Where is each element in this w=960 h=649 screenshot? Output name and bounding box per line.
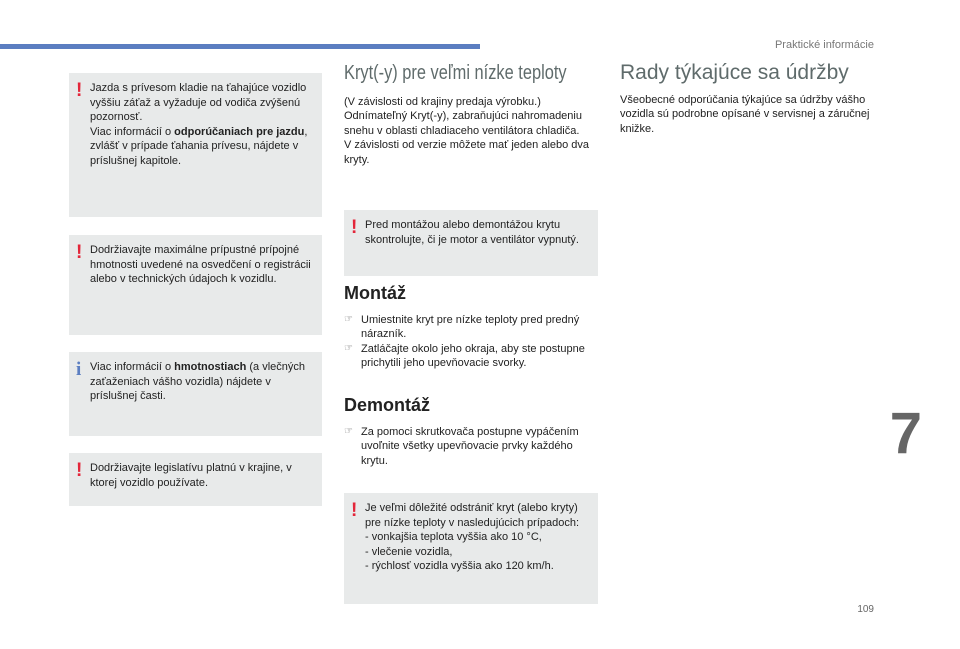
warning-note: ! Dodržiavajte legislatívu platnú v kraji…	[69, 453, 322, 506]
bold-text: odporúčaniach pre jazdu	[174, 125, 305, 138]
maintenance-title: Rady týkajúce sa údržby	[620, 61, 849, 84]
info-note: i Viac informácií o hmotnostiach (a vlečn…	[69, 352, 322, 436]
note-text: Viac informácií o hmotnostiach (a vlečný…	[90, 360, 312, 404]
warning-note: ! Jazda s prívesom kladie na ťahajúce voz…	[69, 73, 322, 217]
text: Dodržiavajte legislatívu platnú v krajin…	[90, 462, 292, 489]
warning-icon: !	[351, 500, 358, 521]
step-text: Za pomoci skrutkovača postupne vypáčením…	[361, 425, 579, 467]
mount-heading: Montáž	[344, 283, 406, 303]
warning-icon: !	[76, 460, 83, 481]
step-item: ☞ Zatláčajte okolo jeho okraja, aby ste p…	[344, 342, 600, 371]
dismount-heading: Demontáž	[344, 395, 431, 415]
note-text: Jazda s prívesom kladie na ťahajúce vozi…	[90, 81, 312, 168]
warning-icon: !	[76, 242, 83, 263]
warning-text: Je veľmi dôležité odstrániť kryt (alebo …	[365, 502, 580, 572]
pointing-hand-icon: ☞	[344, 425, 353, 437]
step-text: Zatláčajte okolo jeho okraja, aby ste po…	[361, 342, 585, 370]
warning-note: ! Pred montážou alebo demontážou krytu s…	[344, 210, 598, 276]
warning-icon: !	[351, 217, 358, 238]
info-icon: i	[76, 359, 82, 380]
page-number: 109	[857, 604, 874, 615]
pointing-hand-icon: ☞	[344, 313, 353, 325]
step-item: ☞ Za pomoci skrutkovača postupne vypáčení…	[344, 425, 600, 469]
text: (a vlečných zaťaženiach vášho vozidla) n…	[90, 361, 305, 402]
text: Viac informácií o	[90, 125, 172, 138]
section-title: Kryt(-y) pre veľmi nízke teploty	[344, 62, 567, 84]
intro-text: (V závislosti od krajiny predaja výrobku…	[344, 95, 590, 166]
maintenance-text: Všeobecné odporúčania týkajúce sa údržby…	[620, 93, 870, 135]
bold-text: hmotnostiach	[174, 361, 247, 373]
text: Dodržiavajte maximálne prípustné prípojn…	[90, 244, 311, 285]
pointing-hand-icon: ☞	[344, 342, 353, 354]
warning-text: Pred montážou alebo demontážou krytu sko…	[365, 219, 579, 246]
step-item: ☞ Umiestnite kryt pre nízke teploty pred …	[344, 313, 600, 342]
header-bar	[0, 44, 480, 49]
chapter-tab: 7	[889, 401, 922, 466]
note-text: Dodržiavajte legislatívu platnú v krajin…	[90, 461, 312, 490]
text: Viac informácií o	[90, 361, 175, 373]
warning-note: ! Dodržiavajte maximálne prípustné prípoj…	[69, 235, 322, 335]
section-header: Praktické informácie	[774, 39, 874, 51]
warning-icon: !	[76, 80, 83, 101]
step-text: Umiestnite kryt pre nízke teploty pred p…	[361, 313, 580, 341]
note-text: Dodržiavajte maximálne prípustné prípojn…	[90, 243, 312, 287]
warning-note: ! Je veľmi dôležité odstrániť kryt (aleb…	[344, 493, 598, 604]
text: , zvlášť v prípade ťahania prívesu, nájd…	[90, 125, 308, 167]
text: Jazda s prívesom kladie na ťahajúce vozi…	[90, 82, 307, 123]
